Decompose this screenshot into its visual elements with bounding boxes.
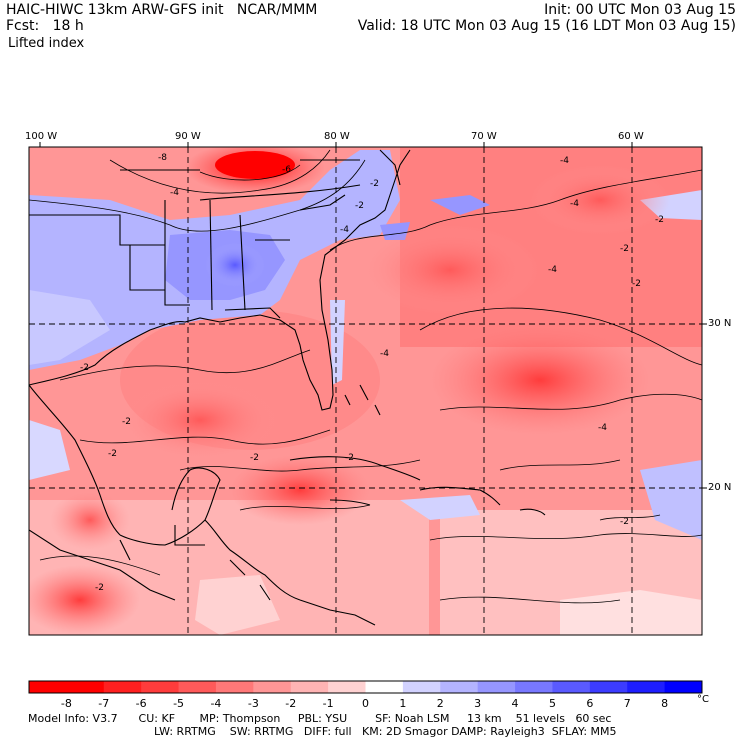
colorbar-swatch (178, 681, 217, 693)
contour-label: -2 (620, 517, 629, 527)
lon-label-90w: 90 W (175, 131, 201, 142)
colorbar-tick-label: 5 (548, 697, 556, 710)
contour-label: -2 (250, 453, 259, 463)
lon-label-70w: 70 W (471, 131, 497, 142)
colorbar-tick-label: 6 (586, 697, 594, 710)
colorbar-tick-label: -2 (285, 697, 297, 710)
lon-label-60w: 60 W (618, 131, 644, 142)
colorbar-tick-label: -3 (247, 697, 259, 710)
contour-label: -4 (170, 188, 179, 198)
colorbar-tick-label: 1 (399, 697, 407, 710)
valid-time: Valid: 18 UTC Mon 03 Aug 15 (16 LDT Mon … (357, 18, 736, 34)
colorbar-tick-label: -8 (60, 697, 72, 710)
contour-label: -2 (108, 449, 117, 459)
colorbar-tick-label: -5 (173, 697, 185, 710)
colorbar-tick-label: 4 (511, 697, 519, 710)
colorbar-swatch (365, 681, 404, 693)
contour-label: -4 (598, 423, 607, 433)
colorbar-swatch (66, 681, 105, 693)
colorbar-tick-label: 2 (436, 697, 444, 710)
colorbar-tick-label: 8 (661, 697, 669, 710)
contour-label: -2 (355, 201, 364, 211)
contour-label: -2 (655, 215, 664, 225)
colorbar-tick-label: 3 (474, 697, 482, 710)
model-info-line1: Model Info: V3.7 CU: KF MP: Thompson PBL… (28, 712, 612, 725)
contour-label: -2 (122, 417, 131, 427)
lon-label-80w: 80 W (324, 131, 350, 142)
field-name: Lifted index (8, 36, 85, 51)
contour-label: -4 (380, 349, 389, 359)
contour-label: -2 (95, 583, 104, 593)
colorbar-tick-label: 0 (362, 697, 369, 710)
colorbar-unit: °C (697, 694, 709, 705)
lon-label-100w: 100 W (25, 131, 58, 142)
colorbar-swatch (440, 681, 479, 693)
colorbar-frame (28, 680, 703, 694)
colorbar-swatch (215, 681, 254, 693)
model-info-line2: LW: RRTMG SW: RRTMG DIFF: full KM: 2D Sm… (154, 725, 617, 738)
lat-label-20n: 20 N (708, 482, 732, 493)
init-time: Init: 00 UTC Mon 03 Aug 15 (544, 2, 736, 18)
colorbar-swatch (290, 681, 329, 693)
lat-label-30n: 30 N (708, 318, 732, 329)
contour-label: -4 (340, 225, 349, 235)
title-line: HAIC-HIWC 13km ARW-GFS init NCAR/MMM (6, 2, 318, 18)
colorbar-swatch (552, 681, 591, 693)
colorbar-swatch (29, 681, 67, 693)
contour-label: -4 (560, 156, 569, 166)
contour-label: -8 (158, 153, 167, 163)
contour-label: -6 (282, 165, 291, 175)
colorbar-tick-label: -6 (135, 697, 147, 710)
colorbar-tick-label: -7 (98, 697, 110, 710)
colorbar-swatch (253, 681, 292, 693)
contour-label: -2 (620, 244, 629, 254)
colorbar-swatch (627, 681, 666, 693)
forecast-hour: Fcst: 18 h (6, 18, 84, 34)
contour-label: -4 (570, 199, 579, 209)
colorbar-tick-label: -4 (210, 697, 222, 710)
colorbar-tick-label: -1 (322, 697, 334, 710)
contour-label: -2 (80, 363, 89, 373)
colorbar-swatch (515, 681, 553, 693)
colorbar-tick-label: 7 (623, 697, 631, 710)
contour-label: -2 (345, 453, 354, 463)
contour-label: -4 (548, 265, 557, 275)
colorbar-swatch (664, 681, 703, 693)
colorbar-swatch (141, 681, 180, 693)
colorbar-swatch (103, 681, 142, 693)
contour-label: -2 (370, 179, 379, 189)
colorbar-swatch (402, 681, 441, 693)
colorbar-swatch (328, 681, 366, 693)
colorbar-swatch (477, 681, 516, 693)
contour-label: -2 (632, 279, 641, 289)
colorbar (28, 680, 703, 694)
colorbar-swatch (589, 681, 628, 693)
